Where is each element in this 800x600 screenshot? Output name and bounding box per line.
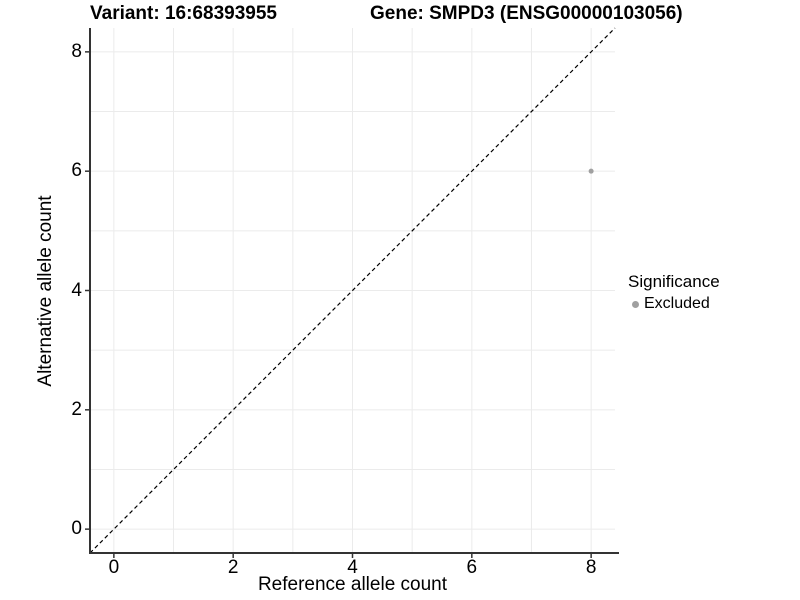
y-tick-label: 6	[71, 160, 82, 182]
y-tick-label: 0	[71, 518, 82, 540]
x-tick-label: 2	[227, 557, 239, 578]
gene-title: Gene: SMPD3 (ENSG00000103056)	[370, 3, 683, 24]
legend-item-label: Excluded	[644, 295, 710, 312]
x-axis-label: Reference allele count	[257, 574, 448, 595]
y-tick-label: 4	[71, 279, 82, 301]
identity-reference-line	[89, 27, 616, 554]
x-tick-label: 0	[108, 557, 120, 578]
legend: Significance Excluded	[628, 272, 720, 313]
data-point-excluded	[588, 168, 594, 174]
excluded-key-dot-icon	[632, 300, 639, 308]
x-tick-label: 8	[585, 557, 597, 578]
x-tick-label: 4	[347, 557, 358, 578]
y-tick-label: 8	[71, 40, 82, 62]
legend-title: Significance	[628, 272, 720, 291]
x-tick-label: 6	[466, 557, 478, 578]
legend-item-excluded: Excluded	[628, 295, 720, 313]
y-tick-label: 2	[71, 398, 82, 420]
variant-title: Variant: 16:68393955	[90, 3, 277, 24]
